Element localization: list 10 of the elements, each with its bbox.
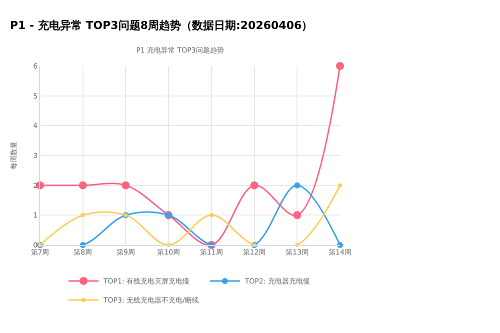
point: [80, 213, 85, 218]
chart-title: P1 - 充电异常 TOP3问题8周趋势（数据日期:20260406）: [9, 18, 314, 34]
point: [294, 182, 300, 188]
point: [78, 181, 87, 190]
point: [122, 181, 130, 190]
point: [338, 183, 342, 188]
point: [336, 62, 344, 70]
point: [209, 213, 214, 218]
point: [250, 181, 258, 190]
point: [293, 211, 302, 220]
